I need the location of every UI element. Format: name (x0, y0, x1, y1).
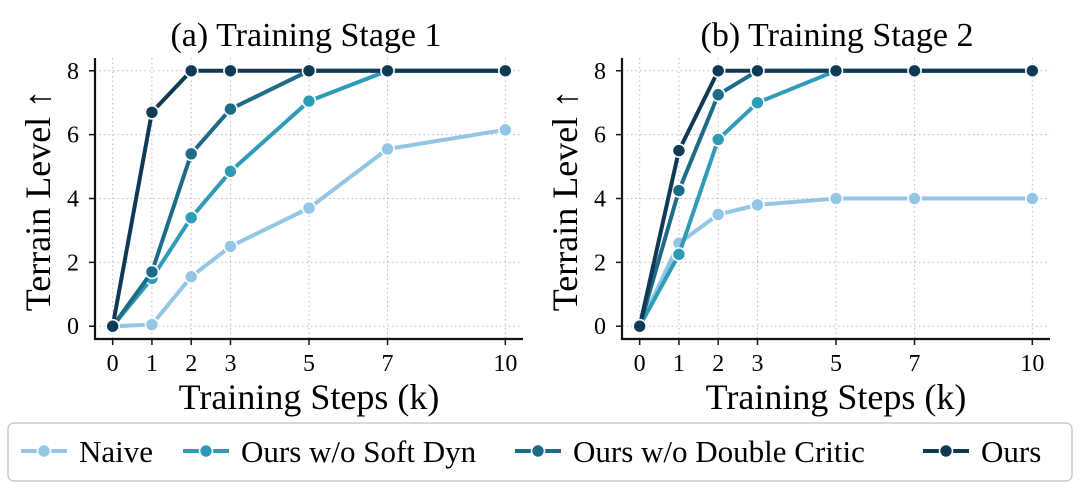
x-tick-label: 5 (303, 351, 315, 377)
data-point (1025, 63, 1040, 79)
x-tick-label: 0 (107, 351, 119, 377)
data-point (750, 95, 765, 111)
legend-swatch-marker (938, 443, 954, 459)
legend-item: Ours w/o Double Critic (515, 434, 865, 469)
chart-title: (b) Training Stage 2 (701, 17, 974, 54)
chart-panel-2: 0 1 2 3 5 7 10 0 2 4 6 8 (b) Training Stage 2 Trainin… (545, 17, 1050, 417)
legend-item: Ours (923, 434, 1041, 469)
x-tick-label: 2 (712, 351, 724, 377)
legend-label: Ours w/o Soft Dyn (241, 434, 477, 469)
legend-item: Ours w/o Soft Dyn (183, 434, 477, 469)
data-point (710, 63, 726, 79)
data-point (710, 207, 726, 222)
data-point (750, 197, 765, 213)
y-tick-label: 6 (67, 123, 79, 149)
data-point (498, 63, 513, 79)
data-point (301, 63, 317, 79)
y-axis-label: Terrain Level ↑ (18, 90, 58, 311)
data-point (380, 141, 395, 157)
x-tick-label: 3 (751, 351, 763, 377)
data-point (671, 143, 687, 158)
y-axis-label: Terrain Level ↑ (545, 90, 585, 311)
data-point (498, 122, 513, 138)
x-tick-label: 10 (1020, 351, 1044, 377)
x-tick-label: 1 (146, 351, 158, 377)
data-point (183, 269, 199, 285)
legend-label: Ours w/o Double Critic (573, 434, 865, 469)
data-point (105, 318, 120, 334)
y-tick-label: 2 (67, 250, 79, 276)
legend-label: Ours (981, 434, 1041, 469)
legend-swatch-marker (198, 443, 214, 459)
legend-label: Naive (79, 434, 153, 469)
data-point (301, 93, 317, 109)
x-tick-label: 0 (634, 351, 646, 377)
x-tick-label: 7 (909, 351, 921, 377)
data-point (144, 317, 160, 332)
data-point (710, 132, 726, 147)
data-point (750, 63, 765, 79)
chart-panel-1: 0 1 2 3 5 7 10 0 2 4 6 8 (a) Training Stage 1 Trainin… (18, 17, 523, 417)
x-tick-label: 2 (185, 351, 197, 377)
data-point (183, 63, 199, 79)
x-axis-label: Training Steps (k) (706, 377, 967, 417)
data-point (144, 104, 160, 120)
x-tick-label: 3 (224, 351, 236, 377)
x-tick-label: 5 (830, 351, 842, 377)
y-tick-label: 6 (594, 123, 606, 149)
legend-item: Naive (21, 434, 153, 469)
data-point (223, 101, 238, 117)
y-tick-label: 8 (67, 59, 79, 85)
x-axis-label: Training Steps (k) (179, 377, 440, 417)
y-tick-label: 0 (67, 314, 79, 340)
data-point (183, 146, 199, 162)
data-point (1025, 191, 1040, 206)
data-point (828, 191, 844, 206)
data-point (710, 87, 726, 103)
y-tick-label: 0 (594, 314, 606, 340)
data-point (223, 63, 238, 79)
data-point (671, 183, 687, 198)
x-tick-label: 10 (493, 351, 517, 377)
y-tick-label: 2 (594, 250, 606, 276)
data-point (632, 318, 647, 334)
y-tick-label: 4 (67, 187, 79, 213)
data-point (301, 200, 317, 216)
data-point (907, 63, 922, 79)
data-point (223, 239, 238, 254)
data-point (183, 210, 199, 225)
chart-title: (a) Training Stage 1 (170, 17, 441, 54)
legend: Naive Ours w/o Soft Dyn Ours w/o Double Cr… (7, 422, 1073, 482)
x-tick-label: 1 (673, 351, 685, 377)
x-tick-label: 7 (382, 351, 394, 377)
legend-swatch-marker (36, 443, 52, 459)
data-point (223, 164, 238, 179)
data-point (828, 63, 844, 79)
data-point (671, 247, 687, 262)
data-point (144, 264, 160, 280)
y-tick-label: 8 (594, 59, 606, 85)
y-tick-label: 4 (594, 187, 606, 213)
legend-swatch-marker (530, 443, 546, 459)
data-point (380, 63, 395, 79)
data-point (907, 191, 922, 206)
